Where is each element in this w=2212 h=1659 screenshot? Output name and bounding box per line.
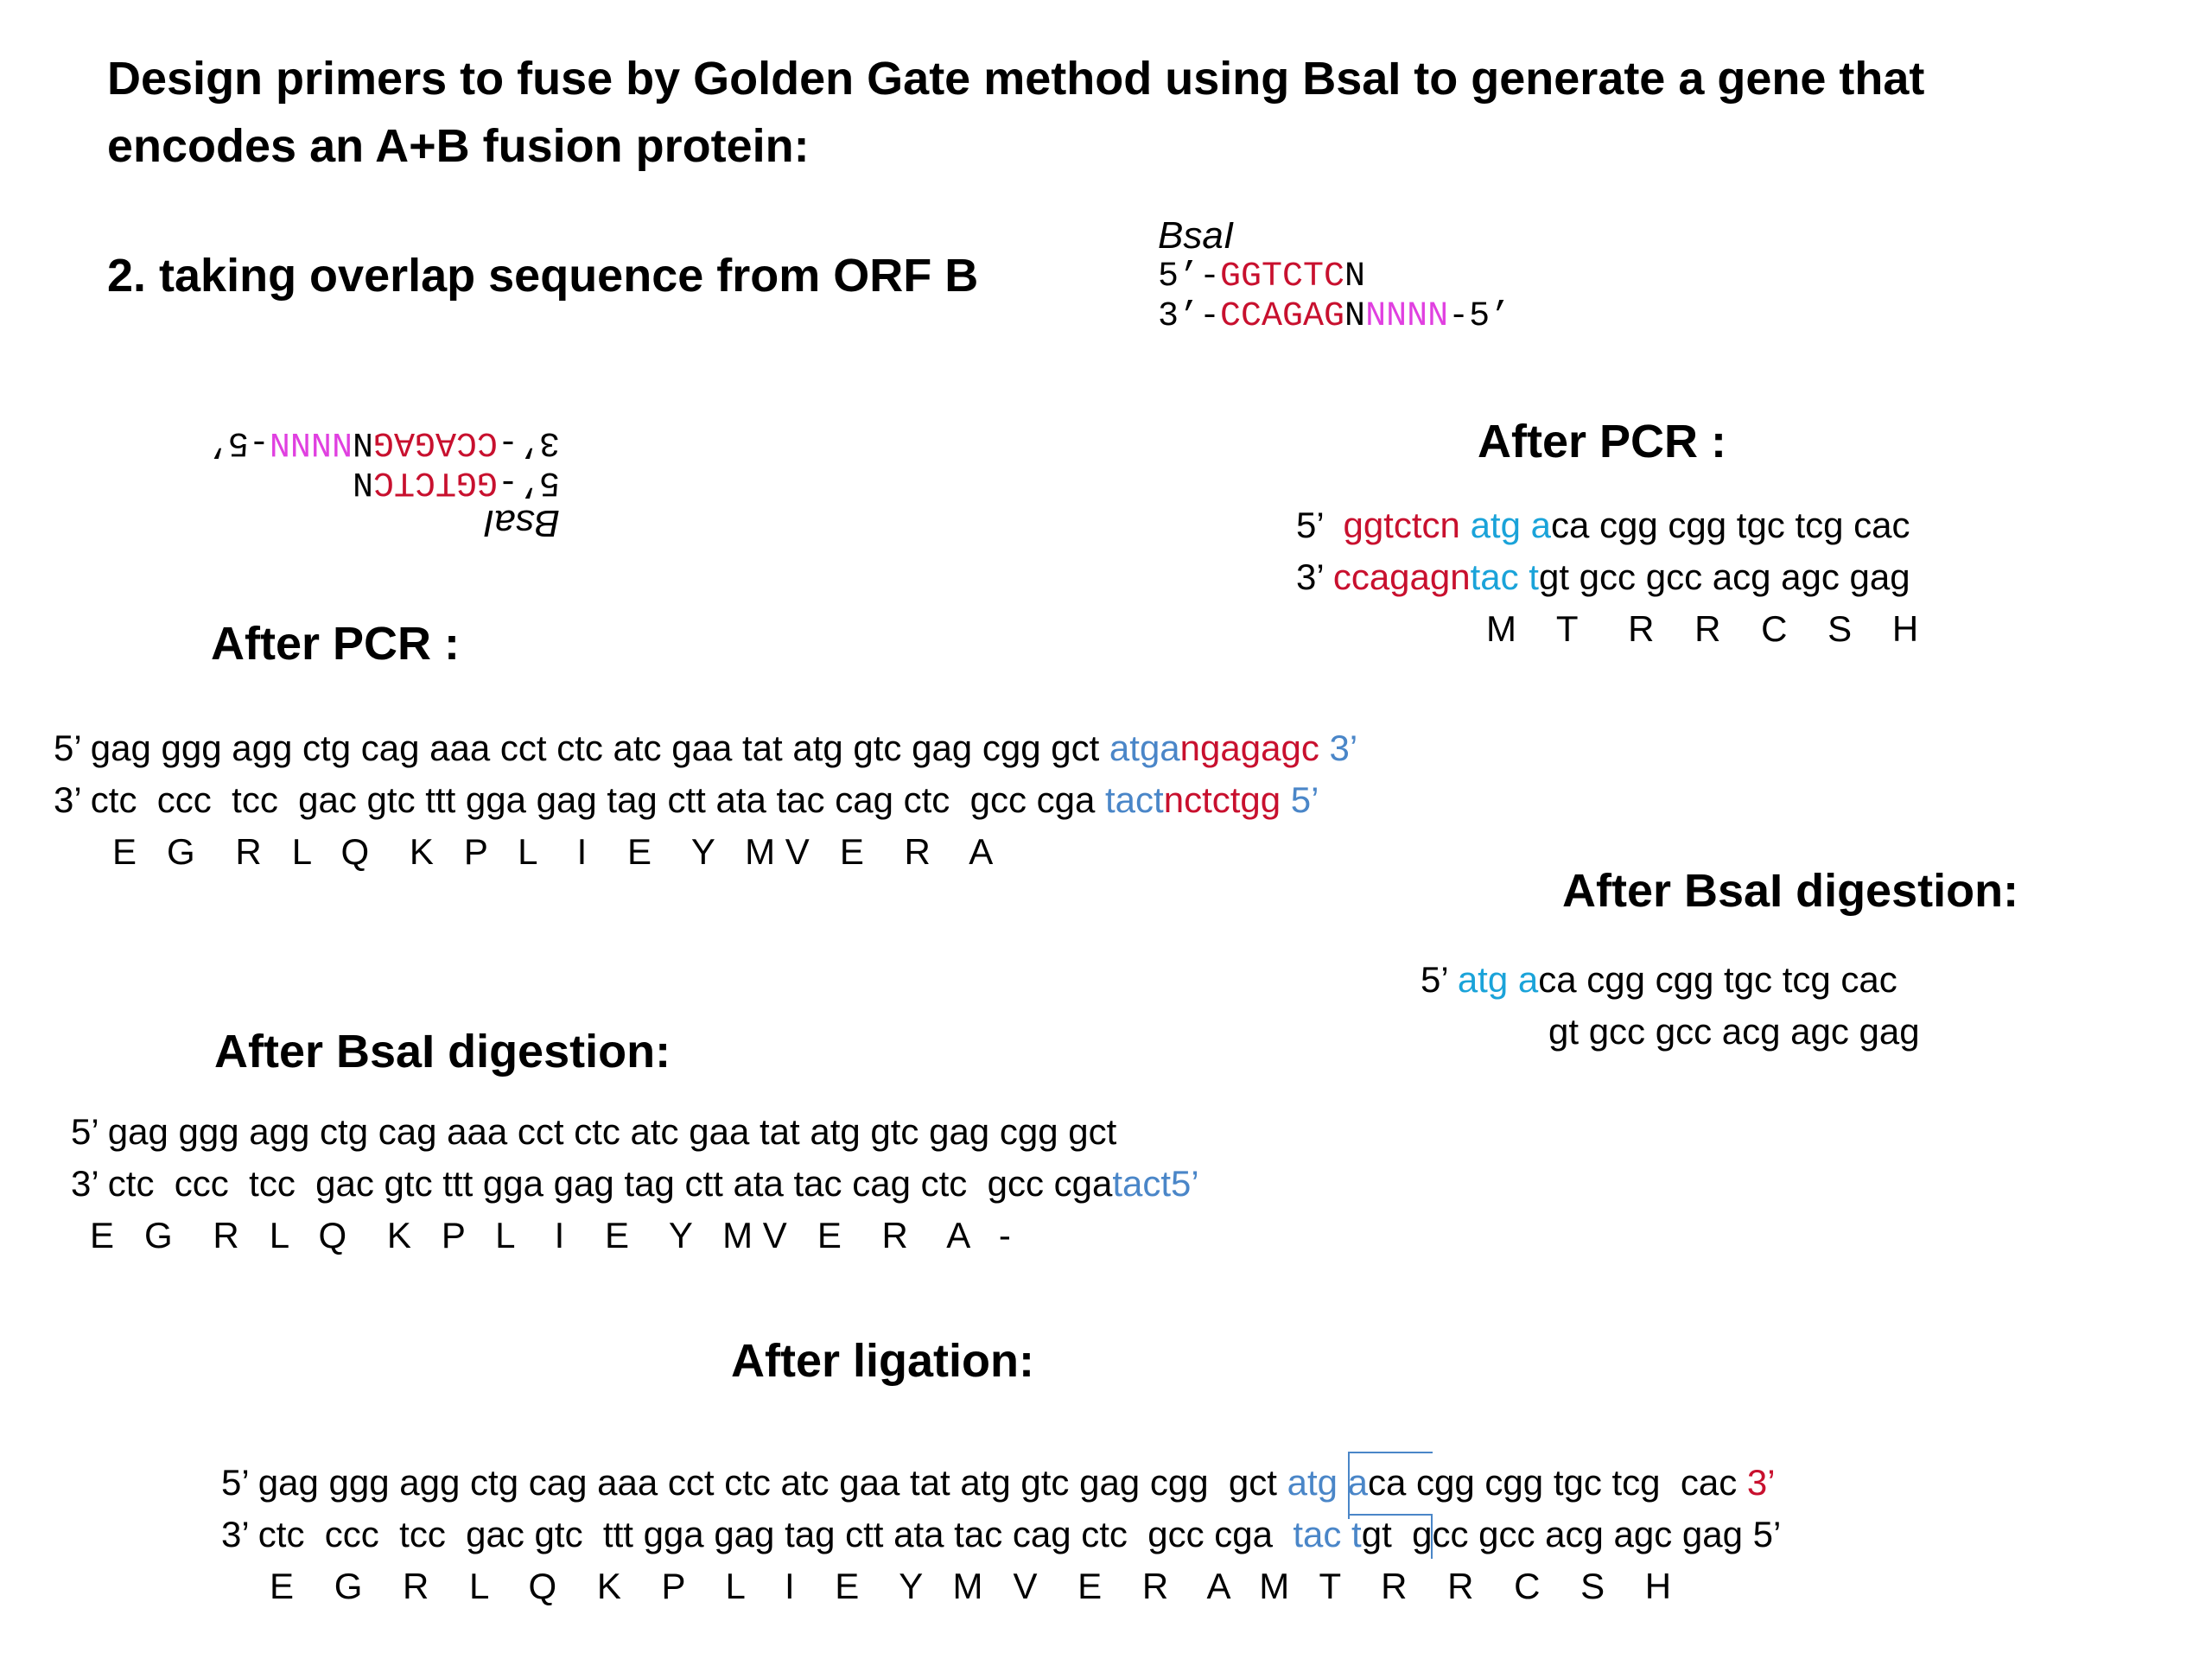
overhang-bracket-top [1348, 1452, 1433, 1519]
bsai-site-name-flipped: BsaI [483, 502, 560, 544]
left-pcr-bottom-strand: 3’ ctc ccc tcc gac gtc ttt gga gag tag c… [54, 779, 1319, 820]
subtitle: 2. taking overlap sequence from ORF B [107, 250, 979, 302]
left-digest-amino-acids: E G R L Q K P L I E Y M V E R A - [90, 1215, 1011, 1255]
right-digest-bottom-strand: gt gcc gcc acg agc gag [1548, 1011, 1920, 1052]
left-digest-top-strand: 5’ gag ggg agg ctg cag aaa cct ctc atc g… [71, 1111, 1117, 1152]
bsai-site-top-strand: 5’-GGTCTCN [1158, 257, 1366, 296]
right-after-pcr-heading: After PCR : [1478, 416, 1727, 467]
bsai-site-bottom-strand: 3’-CCAGAGNNNNN-5’ [1158, 297, 1511, 336]
left-pcr-top-strand: 5’ gag ggg agg ctg cag aaa cct ctc atc g… [54, 728, 1358, 768]
right-pcr-bottom-strand: 3’ ccagagntac tgt gcc gcc acg agc gag [1296, 556, 1910, 597]
left-pcr-amino-acids: E G R L Q K P L I E Y M V E R A [112, 831, 994, 872]
bsai-site-bottom-strand-flipped: 3’-CCAGAGNNNNN-5’ [207, 423, 560, 461]
bsai-site-top-strand-flipped: 5’-GGTCTCN [352, 462, 560, 501]
ligation-amino-acids: E G R L Q K P L I E Y M V E R A M T R R … [270, 1566, 1672, 1606]
ligation-bottom-strand: 3’ ctc ccc tcc gac gtc ttt gga gag tag c… [221, 1514, 1782, 1554]
bsai-site-diagram: BsaI 5’-GGTCTCN 3’-CCAGAGNNNNN-5’ [1158, 214, 1607, 344]
ligation-top-strand: 5’ gag ggg agg ctg cag aaa cct ctc atc g… [221, 1462, 1776, 1503]
page-title-line2: encodes an A+B fusion protein: [107, 120, 810, 172]
bsai-site-name: BsaI [1158, 214, 1235, 257]
right-digest-heading: After BsaI digestion: [1562, 865, 2019, 917]
overhang-bracket-mid [1350, 1514, 1431, 1516]
bsai-site-diagram-flipped: BsaI 5’-GGTCTCN 3’-CCAGAGNNNNN-5’ [111, 415, 560, 544]
overhang-bracket-tail [1431, 1514, 1433, 1559]
right-pcr-top-strand: 5’ ggtctcn atg aca cgg cgg tgc tcg cac [1296, 505, 1910, 545]
page-title-line1: Design primers to fuse by Golden Gate me… [107, 53, 1925, 105]
left-digest-bottom-strand: 3’ ctc ccc tcc gac gtc ttt gga gag tag c… [71, 1163, 1199, 1204]
ligation-heading: After ligation: [731, 1335, 1034, 1387]
left-after-pcr-heading: After PCR : [211, 618, 461, 670]
left-digest-heading: After BsaI digestion: [214, 1026, 671, 1077]
right-digest-top-strand: 5’ atg aca cgg cgg tgc tcg cac [1421, 959, 1897, 1000]
right-pcr-amino-acids: M T R R C S H [1486, 608, 1919, 649]
